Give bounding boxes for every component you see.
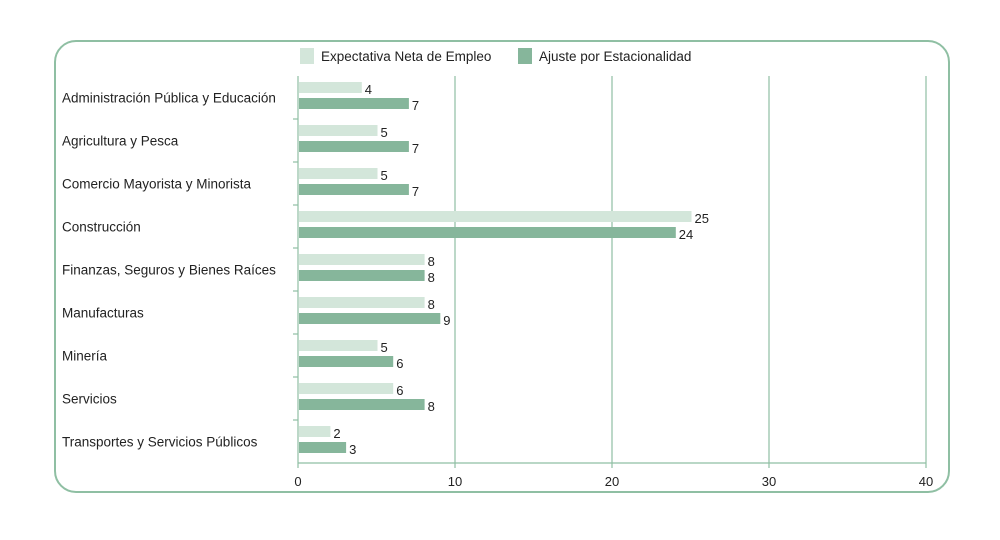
category-label-mineria: Minería: [62, 349, 108, 364]
category-label-comercio-mayorista-y-minorista: Comercio Mayorista y Minorista: [62, 177, 252, 192]
category-label-administracion-publica-y-educacion: Administración Pública y Educación: [62, 91, 276, 106]
chart-frame: [54, 40, 950, 493]
bar-expectativa-neta-de-empleo-agricultura-y-pesca: [299, 125, 378, 136]
bar-ajuste-por-estacionalidad-transportes-y-servicios-publicos: [299, 442, 347, 453]
value-label-expectativa-neta-de-empleo-servicios: 6: [396, 383, 403, 398]
x-tick-label-30: 30: [762, 474, 776, 489]
value-label-ajuste-por-estacionalidad-servicios: 8: [428, 399, 435, 414]
bars: [299, 82, 692, 453]
bar-expectativa-neta-de-empleo-comercio-mayorista-y-minorista: [299, 168, 378, 179]
value-label-ajuste-por-estacionalidad-construccion: 24: [679, 227, 693, 242]
legend-swatch-ajuste: [518, 48, 532, 64]
bar-expectativa-neta-de-empleo-servicios: [299, 383, 394, 394]
x-tick-label-0: 0: [294, 474, 301, 489]
category-label-transportes-y-servicios-publicos: Transportes y Servicios Públicos: [62, 435, 258, 450]
x-tick-label-40: 40: [919, 474, 933, 489]
x-tick-label-10: 10: [448, 474, 462, 489]
value-label-ajuste-por-estacionalidad-administracion-publica-y-educacion: 7: [412, 98, 419, 113]
bar-expectativa-neta-de-empleo-administracion-publica-y-educacion: [299, 82, 362, 93]
bar-ajuste-por-estacionalidad-administracion-publica-y-educacion: [299, 98, 409, 109]
value-label-ajuste-por-estacionalidad-comercio-mayorista-y-minorista: 7: [412, 184, 419, 199]
bar-expectativa-neta-de-empleo-construccion: [299, 211, 692, 222]
bar-ajuste-por-estacionalidad-finanzas-seguros-y-bienes-raices: [299, 270, 425, 281]
legend: Expectativa Neta de Empleo Ajuste por Es…: [300, 48, 691, 64]
value-label-expectativa-neta-de-empleo-manufacturas: 8: [428, 297, 435, 312]
value-label-expectativa-neta-de-empleo-finanzas-seguros-y-bienes-raices: 8: [428, 254, 435, 269]
category-label-finanzas-seguros-y-bienes-raices: Finanzas, Seguros y Bienes Raíces: [62, 263, 276, 278]
legend-label-expectativa: Expectativa Neta de Empleo: [321, 49, 491, 64]
bar-ajuste-por-estacionalidad-manufacturas: [299, 313, 441, 324]
value-label-expectativa-neta-de-empleo-construccion: 25: [695, 211, 709, 226]
category-label-manufacturas: Manufacturas: [62, 306, 144, 321]
bar-ajuste-por-estacionalidad-mineria: [299, 356, 394, 367]
value-label-expectativa-neta-de-empleo-comercio-mayorista-y-minorista: 5: [381, 168, 388, 183]
value-label-expectativa-neta-de-empleo-transportes-y-servicios-publicos: 2: [333, 426, 340, 441]
bar-expectativa-neta-de-empleo-mineria: [299, 340, 378, 351]
value-label-ajuste-por-estacionalidad-finanzas-seguros-y-bienes-raices: 8: [428, 270, 435, 285]
bar-ajuste-por-estacionalidad-servicios: [299, 399, 425, 410]
legend-label-ajuste: Ajuste por Estacionalidad: [539, 49, 691, 64]
bar-expectativa-neta-de-empleo-transportes-y-servicios-publicos: [299, 426, 331, 437]
bar-ajuste-por-estacionalidad-comercio-mayorista-y-minorista: [299, 184, 409, 195]
value-label-ajuste-por-estacionalidad-agricultura-y-pesca: 7: [412, 141, 419, 156]
bar-expectativa-neta-de-empleo-finanzas-seguros-y-bienes-raices: [299, 254, 425, 265]
category-labels: Administración Pública y Educación Agricu…: [62, 91, 276, 450]
bar-ajuste-por-estacionalidad-construccion: [299, 227, 676, 238]
value-label-expectativa-neta-de-empleo-mineria: 5: [381, 340, 388, 355]
bar-expectativa-neta-de-empleo-manufacturas: [299, 297, 425, 308]
x-axis: 0 10 20 30 40: [293, 76, 933, 489]
value-label-expectativa-neta-de-empleo-administracion-publica-y-educacion: 4: [365, 82, 372, 97]
value-label-ajuste-por-estacionalidad-mineria: 6: [396, 356, 403, 371]
x-tick-label-20: 20: [605, 474, 619, 489]
bar-ajuste-por-estacionalidad-agricultura-y-pesca: [299, 141, 409, 152]
value-label-expectativa-neta-de-empleo-agricultura-y-pesca: 5: [381, 125, 388, 140]
gridlines: [454, 76, 927, 463]
category-label-agricultura-y-pesca: Agricultura y Pesca: [62, 134, 179, 149]
category-label-construccion: Construcción: [62, 220, 141, 235]
value-label-ajuste-por-estacionalidad-manufacturas: 9: [443, 313, 450, 328]
legend-swatch-expectativa: [300, 48, 314, 64]
value-label-ajuste-por-estacionalidad-transportes-y-servicios-publicos: 3: [349, 442, 356, 457]
category-label-servicios: Servicios: [62, 392, 117, 407]
